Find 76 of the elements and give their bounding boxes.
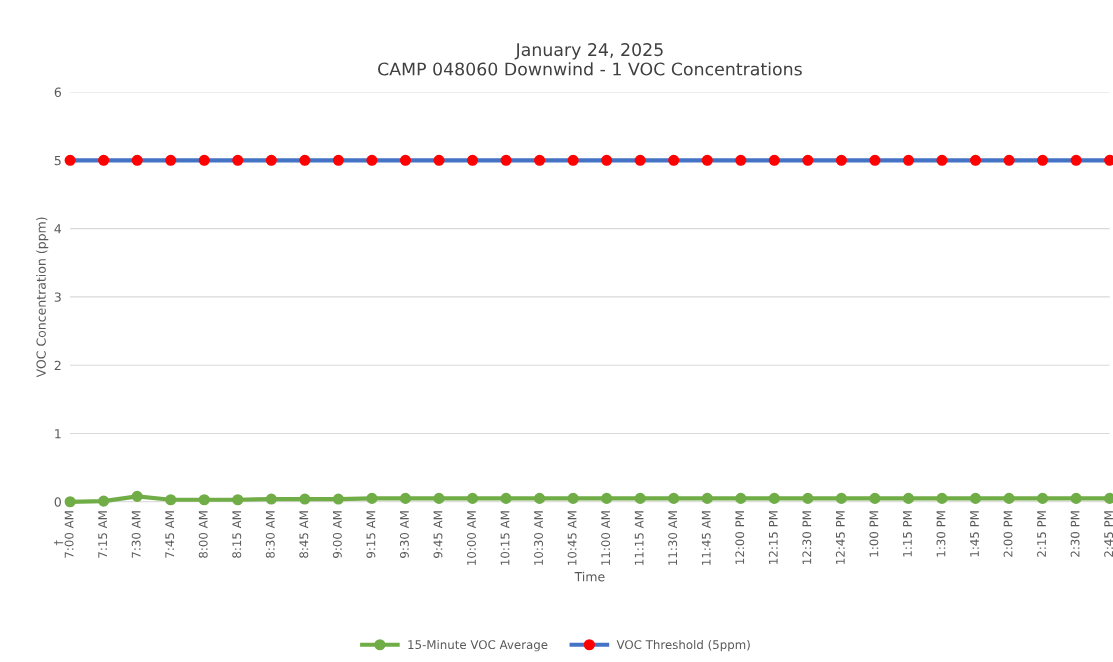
x-tick-label: 9:15 AM <box>366 511 376 558</box>
x-tick-label: 1:00 PM <box>869 511 879 557</box>
x-tick-label: 12:30 PM <box>802 511 812 564</box>
point <box>265 493 277 505</box>
x-tick-label: 10:30 AM <box>534 511 544 565</box>
x-tick-label: 11:30 AM <box>668 511 678 565</box>
x-tick-label: 10:45 AM <box>567 511 577 565</box>
y-axis-title: VOC Concentration (ppm) <box>36 217 49 378</box>
point <box>131 490 143 502</box>
point <box>1003 492 1015 504</box>
x-tick-label: 11:15 AM <box>634 511 644 565</box>
x-tick-label: 7:30 AM <box>131 511 141 558</box>
point <box>601 492 613 504</box>
y-tick-label: 6 <box>54 87 61 97</box>
x-tick-label: 2:45 PM <box>1104 511 1113 557</box>
x-tick-label: 1:15 PM <box>903 511 912 557</box>
x-tick-label: 2:00 PM <box>1003 511 1013 557</box>
y-tick-label: 1 <box>55 429 61 439</box>
x-tick-label: 11:45 AM <box>701 511 711 565</box>
y-tick-label: 4 <box>54 224 62 234</box>
x-tick-label: 11:00 AM <box>601 511 611 565</box>
point <box>668 492 680 504</box>
point <box>534 492 546 504</box>
x-tick-label: 8:45 AM <box>299 511 309 558</box>
x-tick-label: 12:00 PM <box>735 511 745 564</box>
point <box>735 492 747 504</box>
point <box>701 492 713 504</box>
point <box>567 492 579 504</box>
point <box>1037 492 1049 504</box>
x-axis-title: Time <box>574 571 605 582</box>
point <box>366 492 378 504</box>
x-tick-label: 7:15 AM <box>98 511 108 558</box>
x-tick-label: 12:45 PM <box>835 511 845 564</box>
point <box>64 496 76 508</box>
point <box>869 492 881 504</box>
text: † <box>53 540 64 546</box>
x-tick-label: 8:30 AM <box>265 511 275 558</box>
point <box>98 495 110 507</box>
y-tick-label: 2 <box>54 360 61 370</box>
x-tick-label: 8:15 AM <box>232 511 242 558</box>
point <box>1070 492 1082 504</box>
x-tick-label: 2:15 PM <box>1037 511 1047 557</box>
x-tick-label: 1:30 PM <box>936 511 946 557</box>
x-tick-label: 8:00 AM <box>198 511 208 558</box>
point <box>802 492 814 504</box>
point <box>835 492 847 504</box>
legend-label: VOC Threshold (5ppm) <box>616 639 750 652</box>
point <box>969 492 982 504</box>
x-tick-label: 1:45 PM <box>970 511 979 557</box>
x-tick-label: 7:00 AM <box>64 511 74 558</box>
point <box>198 494 210 506</box>
x-tick-label: 10:15 AM <box>500 511 510 565</box>
x-tick-label: 9:30 AM <box>399 511 409 558</box>
point <box>634 492 646 504</box>
point <box>165 494 177 506</box>
point <box>232 494 244 506</box>
point <box>936 492 948 504</box>
point <box>902 492 915 504</box>
point <box>299 493 311 505</box>
x-tick-label: 2:30 PM <box>1070 511 1080 557</box>
point <box>433 492 445 504</box>
point <box>399 492 412 504</box>
x-tick-label: 9:45 AM <box>433 511 443 558</box>
point <box>768 492 780 504</box>
point <box>466 492 479 504</box>
x-tick-label: 9:00 AM <box>332 511 342 558</box>
point <box>332 493 344 505</box>
y-tick-label: 5 <box>54 155 61 166</box>
x-tick-label: 12:15 PM <box>768 511 778 564</box>
legend-label: 15-Minute VOC Average <box>408 639 548 652</box>
x-tick-label: 10:00 AM <box>467 511 476 565</box>
y-tick-label: 0 <box>54 497 61 507</box>
point <box>500 492 512 504</box>
y-tick-label: 3 <box>54 292 61 302</box>
x-tick-label: 7:45 AM <box>165 511 175 558</box>
chart-title: January 24, 2025 CAMP 048060 Downwind - 1 VOC Concentrations <box>378 43 802 76</box>
